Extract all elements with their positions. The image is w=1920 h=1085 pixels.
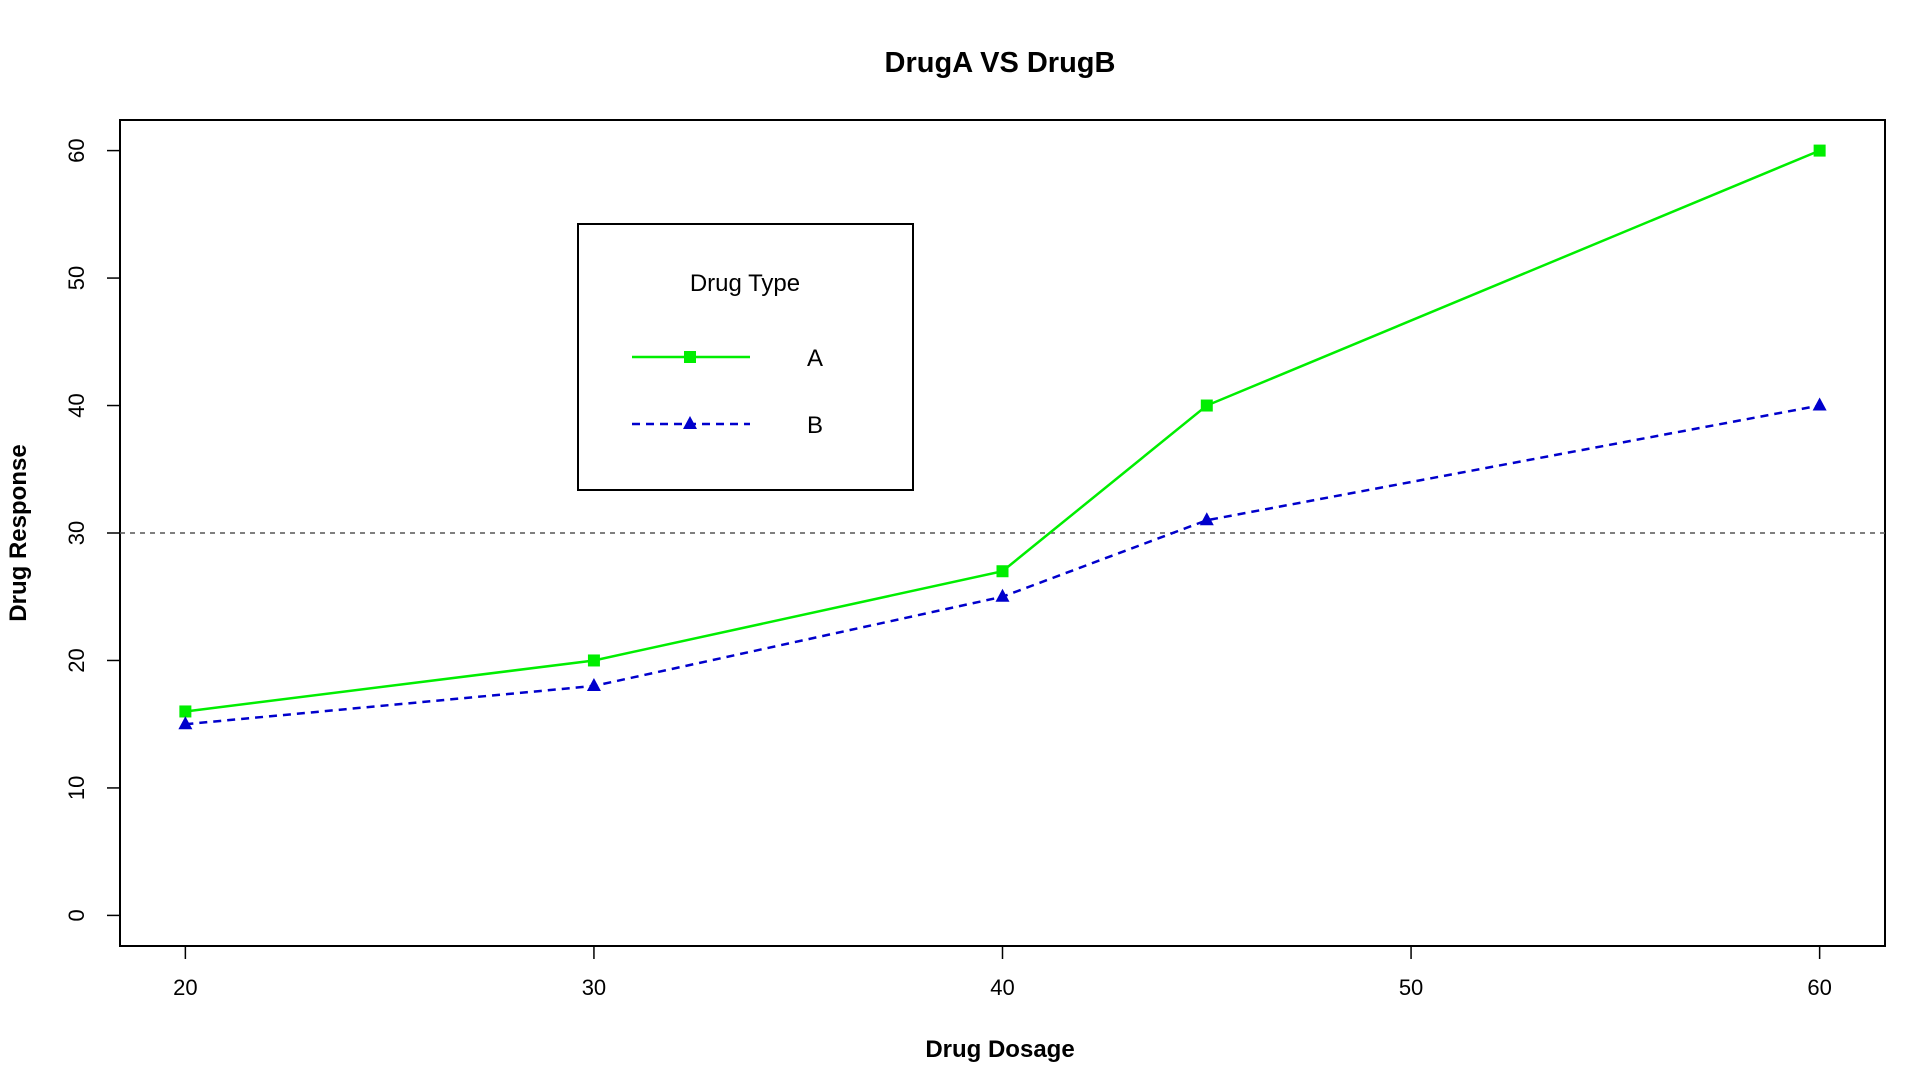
legend-title: Drug Type [690,270,800,297]
legend: Drug Type AB [577,223,914,491]
series-group [178,144,1827,730]
legend-label-A: A [807,345,823,372]
series-B-line [185,404,1820,726]
x-tick-label: 30 [582,975,606,1000]
legend-swatch-marker-B [683,416,697,429]
series-A-line [185,149,1821,713]
chart-title: DrugA VS DrugB [885,47,1116,79]
y-tick-label: 10 [64,776,89,800]
legend-items: AB [632,345,823,439]
x-tick-label: 60 [1807,975,1831,1000]
series-A-point [1813,144,1826,157]
series-A-point [179,705,192,718]
legend-label-B: B [807,412,823,439]
y-axis-label: Drug Response [5,444,32,621]
series-A-point [587,654,600,667]
y-tick-label: 60 [64,138,89,162]
y-axis: 0 10 20 30 40 50 60 [64,138,120,922]
y-tick-label: 40 [64,393,89,417]
series-B-point [178,716,193,730]
series-B-point [995,588,1010,602]
series-B-point [1199,512,1214,526]
series-B-point [586,677,601,691]
series-B-point [1812,397,1827,411]
x-tick-label: 40 [990,975,1014,1000]
y-tick-label: 20 [64,648,89,672]
y-tick-label: 0 [64,909,89,921]
series-A-point [996,565,1009,578]
y-tick-label: 30 [64,521,89,545]
legend-swatch-marker-A [684,351,696,363]
x-axis: 20 30 40 50 60 [173,946,1832,1000]
y-tick-label: 50 [64,266,89,290]
series-A-point [1200,399,1213,412]
x-axis-label: Drug Dosage [925,1036,1074,1063]
x-tick-label: 50 [1399,975,1423,1000]
x-tick-label: 20 [173,975,197,1000]
